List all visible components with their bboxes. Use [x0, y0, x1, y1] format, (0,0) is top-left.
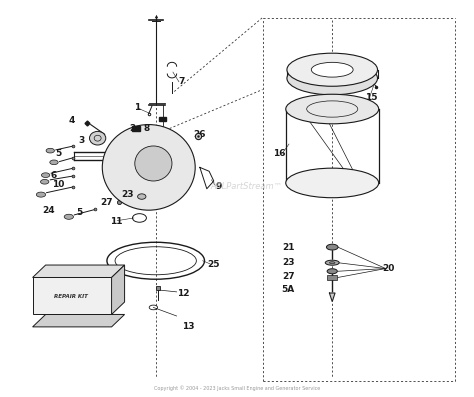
Ellipse shape — [90, 131, 106, 145]
Ellipse shape — [329, 262, 335, 264]
Ellipse shape — [327, 269, 337, 274]
Text: ARLPartStream™: ARLPartStream™ — [210, 182, 283, 191]
Ellipse shape — [287, 62, 377, 95]
Text: 16: 16 — [273, 149, 285, 158]
Text: 5: 5 — [76, 208, 82, 217]
Text: 13: 13 — [182, 322, 194, 331]
Ellipse shape — [286, 168, 379, 198]
Text: 14: 14 — [333, 67, 346, 77]
Text: 7: 7 — [178, 77, 184, 86]
Polygon shape — [111, 265, 125, 314]
Text: 6: 6 — [50, 171, 56, 180]
Ellipse shape — [327, 244, 338, 250]
Polygon shape — [329, 293, 335, 302]
Polygon shape — [33, 265, 125, 278]
Ellipse shape — [36, 192, 46, 197]
Text: 5: 5 — [55, 149, 61, 158]
Text: 27: 27 — [100, 198, 113, 207]
Ellipse shape — [46, 148, 55, 153]
Polygon shape — [33, 278, 111, 314]
Text: REPAIR KIT: REPAIR KIT — [54, 294, 88, 299]
Text: 20: 20 — [382, 264, 394, 273]
Ellipse shape — [311, 62, 353, 77]
Text: 5A: 5A — [282, 285, 295, 295]
Text: 3: 3 — [78, 136, 84, 145]
Text: 24: 24 — [43, 206, 55, 215]
Bar — [159, 117, 166, 121]
Text: 4: 4 — [69, 116, 75, 125]
Bar — [132, 126, 140, 131]
Text: 9: 9 — [215, 182, 222, 191]
Text: 10: 10 — [52, 180, 64, 189]
Text: 2: 2 — [129, 124, 136, 133]
Ellipse shape — [50, 160, 58, 165]
Text: 12: 12 — [177, 289, 190, 298]
Text: 11: 11 — [110, 217, 122, 226]
Text: 23: 23 — [122, 190, 134, 199]
Ellipse shape — [325, 260, 339, 265]
Text: 15: 15 — [365, 93, 378, 102]
Text: 8: 8 — [143, 124, 149, 133]
Ellipse shape — [137, 194, 146, 199]
Ellipse shape — [286, 94, 379, 124]
Ellipse shape — [287, 53, 377, 86]
Text: 1: 1 — [134, 102, 140, 112]
Text: 21: 21 — [282, 243, 294, 252]
Polygon shape — [33, 314, 125, 327]
Ellipse shape — [41, 173, 50, 177]
Text: 28: 28 — [52, 291, 64, 300]
Ellipse shape — [40, 179, 49, 184]
Text: 25: 25 — [208, 260, 220, 269]
Text: 26: 26 — [193, 130, 206, 139]
Ellipse shape — [64, 214, 73, 219]
Ellipse shape — [102, 125, 195, 210]
Text: 23: 23 — [282, 258, 294, 267]
Ellipse shape — [135, 146, 172, 181]
Bar — [327, 275, 337, 280]
Text: Copyright © 2004 - 2023 Jacks Small Engine and Generator Service: Copyright © 2004 - 2023 Jacks Small Engi… — [154, 385, 320, 391]
Text: 27: 27 — [282, 272, 294, 281]
